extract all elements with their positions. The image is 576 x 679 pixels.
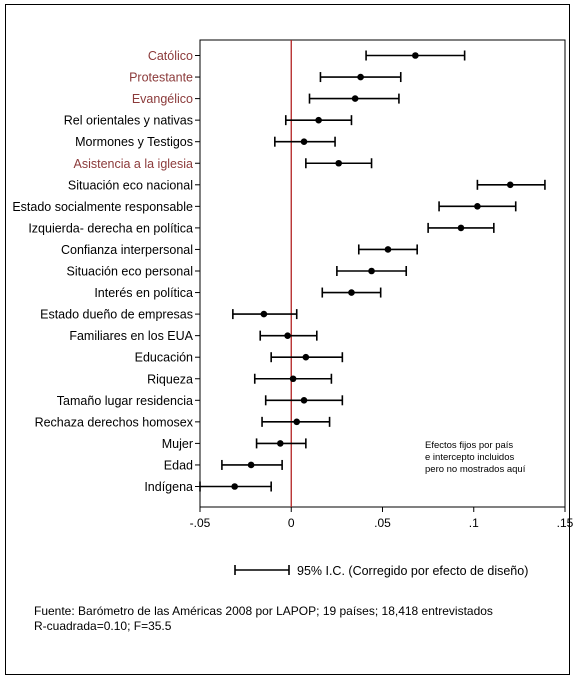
estimate-point (357, 73, 364, 81)
chart-marks (199, 50, 546, 492)
figure-frame (5, 4, 570, 675)
y-tick-label: Izquierda- derecha en política (28, 221, 193, 235)
x-tick-label: -.05 (190, 516, 211, 530)
estimate-point (412, 52, 419, 59)
annotation-line-1: Efectos fijos por país (425, 440, 513, 451)
y-tick-label: Situación eco nacional (68, 178, 193, 192)
estimate-point (300, 138, 308, 145)
y-tick-label: Estado socialmente responsable (12, 200, 193, 214)
estimate-point (368, 267, 375, 275)
y-tick-label: Rechaza derechos homosex (35, 415, 194, 429)
annotation: Efectos fijos por país e intercepto incl… (425, 440, 526, 475)
legend: 95% I.C. (Corregido por efecto de diseño… (234, 564, 528, 578)
estimate-point (293, 418, 301, 426)
x-tick-label: .1 (469, 516, 479, 530)
x-tick-label: .05 (374, 516, 391, 530)
estimate-point (231, 483, 238, 490)
estimate-point (300, 397, 308, 404)
estimate-point (351, 95, 359, 102)
y-tick-label: Católico (148, 49, 193, 63)
estimate-point (260, 310, 268, 318)
source-line-2: R-cuadrada=0.10; F=35.5 (34, 619, 172, 633)
estimate-point (315, 116, 322, 124)
y-tick-label: Tamaño lugar residencia (57, 394, 193, 408)
annotation-line-2: e intercepto incluidos (425, 452, 514, 463)
y-tick-label: Estado dueño de empresas (40, 308, 193, 322)
x-tick-label: 0 (288, 516, 295, 530)
y-tick-label: Edad (164, 458, 193, 472)
estimate-point (247, 461, 255, 469)
annotation-line-3: pero no mostrados aquí (425, 464, 526, 475)
estimate-point (284, 332, 291, 339)
y-tick-label: Educación (135, 351, 193, 365)
y-tick-label: Familiares en los EUA (69, 329, 193, 343)
x-axis: -.05 0 .05 .1 .15 (190, 507, 574, 530)
y-tick-label: Rel orientales y nativas (64, 114, 193, 128)
x-tick-label: .15 (557, 516, 574, 530)
estimate-point (302, 353, 310, 361)
estimate-point (457, 224, 465, 232)
estimate-point (506, 181, 514, 189)
y-axis: Católico Protestante Evangélico Rel orienta… (12, 49, 200, 494)
estimate-point (384, 246, 392, 253)
y-tick-label: Asistencia a la iglesia (73, 157, 193, 171)
y-tick-label: Confianza interpersonal (61, 243, 193, 257)
y-tick-label: Indígena (144, 480, 193, 494)
estimate-point (277, 440, 284, 447)
y-tick-label: Riqueza (147, 372, 193, 386)
estimate-point (289, 375, 297, 383)
legend-label: 95% I.C. (Corregido por efecto de diseño… (297, 564, 528, 578)
estimate-point (474, 203, 481, 210)
y-tick-label: Evangélico (132, 92, 193, 106)
y-tick-label: Interés en política (94, 286, 193, 300)
y-tick-label: Mujer (162, 437, 193, 451)
plot-area (199, 39, 566, 508)
source-line-1: Fuente: Barómetro de las Américas 2008 p… (34, 604, 493, 618)
y-tick-label: Protestante (129, 71, 193, 85)
y-tick-label: Mormones y Testigos (75, 135, 193, 149)
y-tick-label: Situación eco personal (67, 265, 193, 279)
estimate-point (348, 289, 355, 296)
estimate-point (335, 159, 343, 167)
